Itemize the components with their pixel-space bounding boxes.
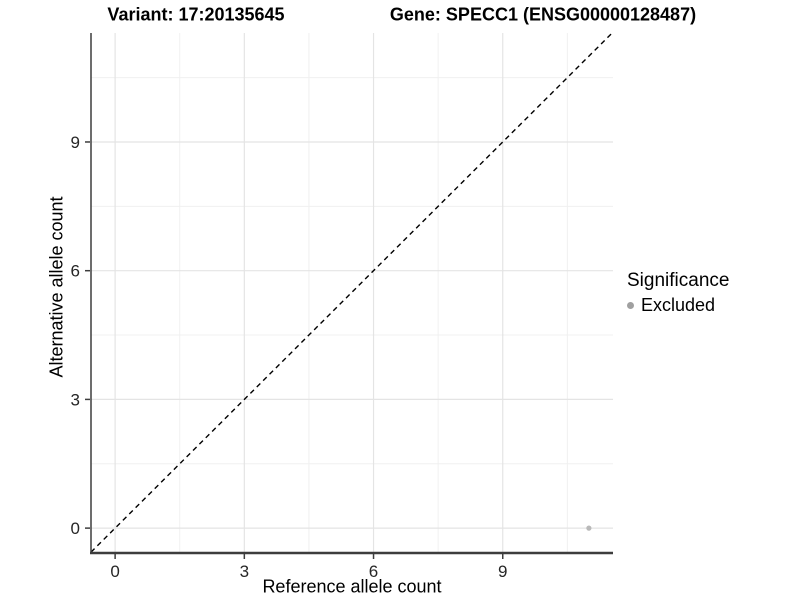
legend-item-label: Excluded xyxy=(641,295,716,315)
plot-title-variant: Variant: 17:20135645 xyxy=(107,4,285,25)
y-axis-title: Alternative allele count xyxy=(46,196,67,378)
plot-title-gene: Gene: SPECC1 (ENSG00000128487) xyxy=(389,4,697,25)
legend-title: Significance xyxy=(627,270,730,291)
x-axis-title: Reference allele count xyxy=(262,576,442,597)
x-tick-label: 6 xyxy=(369,562,378,581)
data-point xyxy=(586,525,592,531)
x-tick-label: 3 xyxy=(240,562,249,581)
x-tick-label: 9 xyxy=(498,562,507,581)
y-tick-label: 3 xyxy=(71,390,80,409)
identity-reference-line xyxy=(90,32,613,553)
legend-key-dot-icon xyxy=(627,302,634,309)
legend-item-excluded: Excluded xyxy=(627,295,729,316)
y-tick-label: 0 xyxy=(71,519,80,538)
y-tick-label: 6 xyxy=(71,262,80,281)
legend: Significance Excluded xyxy=(627,270,729,316)
x-tick-label: 0 xyxy=(110,562,119,581)
y-tick-label: 9 xyxy=(71,133,80,152)
